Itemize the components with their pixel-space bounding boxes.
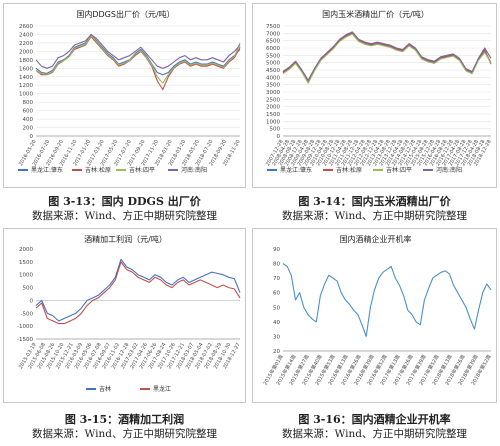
y-tick-label: 50 — [273, 305, 280, 311]
y-tick-label: 3000 — [266, 90, 280, 96]
figure-source: 数据来源：Wind、方正中期研究院整理 — [32, 428, 217, 440]
ddgs-price-chart: 国内DDGS出厂价（元/吨） 0 200 400 600 800 1000 1200 1400 1… — [18, 9, 242, 174]
series-line-3 — [282, 33, 492, 84]
y-tick-label: 3500 — [266, 83, 280, 89]
y-tick-label: 2000 — [19, 247, 33, 253]
legend-label: 黑龙江 — [153, 385, 171, 393]
y-tick-label: 90 — [273, 247, 280, 253]
y-tick-label: 1800 — [19, 58, 33, 64]
chart-panel-operating-rate: 国内酒精企业开机率 20 30 40 50 60 70 80 90 2015年第01周 2015年第… — [252, 228, 497, 403]
figure-caption-2: 图 3-14：国内玉米酒精出厂价 数据来源：Wind、方正中期研究院整理 — [252, 194, 497, 223]
y-tick-label: 2000 — [266, 105, 280, 111]
y-tick-label: 2400 — [19, 32, 33, 38]
y-tick-label: 1000 — [19, 92, 33, 98]
chart-title: 国内酒精企业开机率 — [340, 234, 412, 244]
y-tick-label: 6500 — [266, 39, 280, 45]
figure-title: 图 3-13：国内 DDGS 出厂价 — [48, 195, 201, 208]
y-tick-label: 1200 — [19, 83, 33, 89]
y-tick-label: 1400 — [19, 75, 33, 81]
y-tick-label: -1500 — [17, 337, 33, 343]
y-tick-label: 600 — [23, 109, 34, 115]
series-line-4 — [35, 33, 241, 69]
y-tick-label: 4000 — [266, 75, 280, 81]
y-tick-label: 800 — [23, 100, 34, 106]
y-tick-label: -500 — [21, 311, 34, 317]
y-tick-label: 1500 — [19, 260, 33, 266]
legend-label: 吉林:四平 — [129, 166, 155, 174]
series-line-1 — [35, 33, 241, 76]
y-tick-label: 7000 — [266, 31, 280, 37]
chart-title: 国内玉米酒精出厂价（元/吨） — [322, 9, 429, 19]
y-tick-label: 2000 — [19, 49, 33, 55]
y-tick-label: 0 — [30, 134, 34, 140]
y-tick-label: 40 — [273, 320, 280, 326]
y-tick-label: 1600 — [19, 66, 33, 72]
chart-panel-ddgs: 国内DDGS出厂价（元/吨） 0 200 400 600 800 1000 1200 1400 1… — [3, 3, 246, 188]
y-tick-label: 2500 — [266, 97, 280, 103]
figure-source: 数据来源：Wind、方正中期研究院整理 — [282, 210, 467, 222]
y-tick-label: 0 — [30, 298, 34, 304]
y-tick-label: 5000 — [266, 61, 280, 67]
legend-label: 吉林:四平 — [386, 166, 412, 174]
legend-label: 吉林:松原 — [336, 166, 362, 174]
operating-rate-chart: 国内酒精企业开机率20304050607080902015年第01周2015年第… — [262, 234, 493, 387]
y-tick-label: 20 — [273, 349, 280, 355]
y-tick-label: 0 — [277, 134, 281, 140]
series-line-2 — [35, 261, 241, 325]
legend-label: 吉林 — [99, 385, 111, 393]
y-tick-label: 5500 — [266, 53, 280, 59]
figure-caption-1: 图 3-13：国内 DDGS 出厂价 数据来源：Wind、方正中期研究院整理 — [3, 194, 246, 223]
chart-title: 国内DDGS出厂价（元/吨） — [76, 9, 174, 19]
series-line-4 — [282, 31, 492, 81]
figure-source: 数据来源：Wind、方正中期研究院整理 — [282, 428, 467, 440]
processing-profit-chart: 酒精加工利润（元/吨） -1500 -1000 -500 0 500 1000 1500 200… — [17, 234, 242, 393]
y-tick-label: 500 — [270, 127, 281, 133]
figure-caption-4: 图 3-16：国内酒精企业开机率 数据来源：Wind、方正中期研究院整理 — [252, 412, 497, 441]
y-tick-label: 1500 — [266, 112, 280, 118]
y-tick-label: 1000 — [266, 119, 280, 125]
y-tick-label: -1000 — [17, 324, 33, 330]
figure-title: 图 3-15：酒精加工利润 — [64, 413, 185, 426]
y-tick-label: 6000 — [266, 46, 280, 52]
figure-title: 图 3-14：国内玉米酒精出厂价 — [298, 195, 451, 208]
series-line-1 — [35, 258, 241, 322]
chart-panel-ethanol-price: 国内玉米酒精出厂价（元/吨） 0 500 1000 1500 2000 2500 3000 35… — [252, 3, 497, 188]
chart-title: 酒精加工利润（元/吨） — [84, 234, 167, 244]
legend-label: 黑龙江:肇东 — [280, 166, 312, 174]
chart-panel-profit: 酒精加工利润（元/吨） -1500 -1000 -500 0 500 1000 1500 200… — [3, 228, 246, 403]
y-tick-label: 500 — [23, 286, 34, 292]
legend-label: 河南:南阳 — [181, 166, 207, 174]
figure-caption-3: 图 3-15：酒精加工利润 数据来源：Wind、方正中期研究院整理 — [3, 412, 246, 441]
y-tick-label: 2200 — [19, 41, 33, 47]
figure-title: 图 3-16：国内酒精企业开机率 — [298, 413, 451, 426]
series-line-1 — [282, 263, 492, 337]
legend-label: 吉林:松原 — [85, 166, 111, 174]
y-tick-label: 7500 — [266, 24, 280, 30]
y-tick-label: 400 — [23, 117, 34, 123]
y-tick-label: 1000 — [19, 273, 33, 279]
figure-source: 数据来源：Wind、方正中期研究院整理 — [32, 210, 217, 222]
legend-label: 黑龙江:肇东 — [31, 166, 63, 174]
y-tick-label: 4500 — [266, 68, 280, 74]
legend-label: 河南:南阳 — [436, 166, 462, 174]
series-line-2 — [282, 32, 492, 84]
y-tick-label: 60 — [273, 291, 280, 297]
y-tick-label: 30 — [273, 334, 280, 340]
y-tick-label: 70 — [273, 276, 280, 282]
y-tick-label: 200 — [23, 126, 34, 132]
y-tick-label: 80 — [273, 262, 280, 268]
series-line-3 — [35, 34, 241, 84]
y-tick-label: 2600 — [19, 24, 33, 30]
